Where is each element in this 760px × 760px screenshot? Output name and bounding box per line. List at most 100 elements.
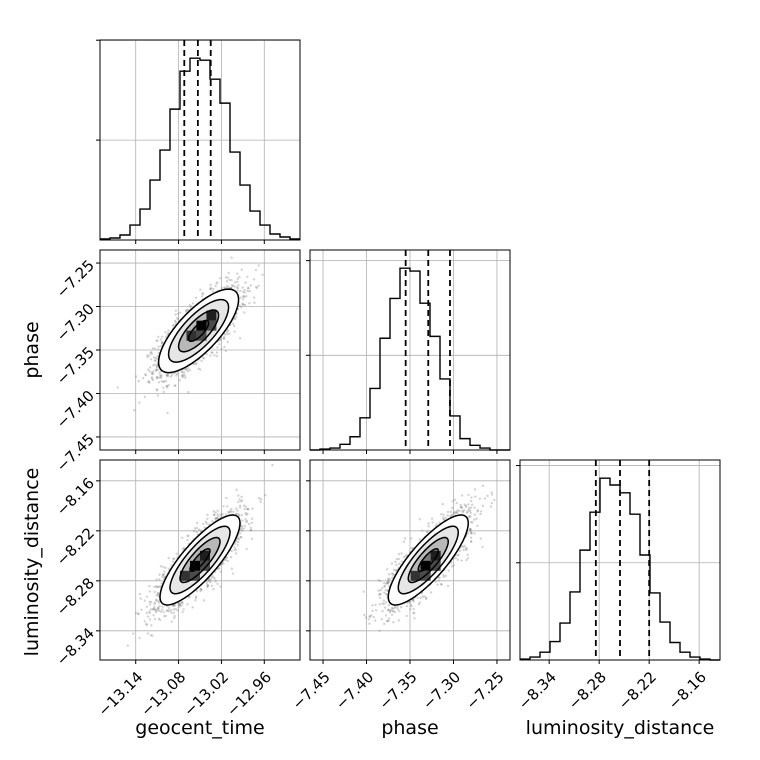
scatter-point — [159, 610, 163, 613]
scatter-point — [195, 361, 198, 365]
scatter-point — [206, 585, 209, 589]
scatter-point — [174, 313, 177, 316]
scatter-point — [237, 538, 241, 541]
scatter-point — [253, 301, 256, 304]
scatter-point — [158, 573, 161, 576]
scatter-point — [154, 608, 157, 611]
scatter-point — [387, 617, 391, 620]
scatter-point — [211, 290, 215, 293]
scatter-point — [257, 284, 260, 288]
scatter-point — [222, 337, 225, 340]
scatter-point — [161, 574, 165, 577]
scatter-point — [238, 304, 241, 307]
scatter-point — [224, 558, 227, 562]
scatter-point — [200, 359, 203, 363]
scatter-point — [151, 347, 155, 350]
scatter-point — [145, 605, 149, 609]
scatter-point — [238, 275, 241, 279]
scatter-point — [167, 374, 170, 378]
scatter-point — [155, 578, 158, 581]
scatter-point — [147, 379, 151, 383]
scatter-point — [159, 374, 162, 377]
scatter-point — [225, 513, 228, 516]
scatter-point — [232, 324, 236, 328]
scatter-point — [157, 592, 160, 595]
scatter-point — [181, 370, 184, 374]
scatter-point — [145, 611, 149, 615]
scatter-point — [238, 506, 242, 509]
scatter-point — [219, 339, 222, 342]
scatter-point — [226, 276, 229, 280]
scatter-point — [205, 522, 208, 525]
scatter-point — [241, 295, 245, 298]
scatter-point — [134, 375, 138, 378]
scatter-point — [212, 587, 215, 591]
scatter-point — [155, 365, 159, 369]
scatter-point — [213, 354, 216, 357]
density-peak-cell — [206, 320, 217, 331]
scatter-point — [208, 287, 212, 290]
scatter-point — [172, 557, 175, 561]
scatter-point — [152, 608, 155, 611]
scatter-point — [214, 517, 217, 521]
scatter-point — [188, 595, 191, 598]
scatter-point — [239, 296, 242, 299]
scatter-point — [380, 617, 384, 621]
scatter-point — [143, 620, 146, 623]
scatter-point — [156, 593, 160, 597]
scatter-point — [461, 509, 464, 513]
scatter-point — [147, 368, 150, 371]
scatter-point — [239, 500, 243, 503]
scatter-point — [181, 375, 185, 379]
scatter-point — [150, 352, 153, 356]
scatter-point — [160, 374, 163, 377]
scatter-point — [161, 342, 164, 345]
scatter-point — [212, 576, 215, 579]
scatter-point — [223, 345, 226, 349]
scatter-point — [246, 507, 250, 511]
scatter-point — [244, 518, 247, 521]
scatter-point — [196, 521, 199, 525]
scatter-point — [161, 608, 164, 611]
scatter-point — [212, 513, 216, 517]
scatter-point — [171, 560, 175, 563]
scatter-point — [241, 529, 244, 532]
scatter-point — [233, 281, 237, 284]
histogram-step-luminosity-distance — [520, 477, 720, 661]
scatter-point — [174, 607, 177, 611]
scatter-point — [467, 503, 470, 506]
scatter-point — [155, 598, 158, 602]
scatter-point — [167, 329, 170, 332]
scatter-point — [231, 284, 235, 288]
scatter-point — [230, 278, 233, 282]
scatter-point — [400, 605, 403, 609]
scatter-point — [385, 619, 389, 623]
scatter-point — [464, 546, 467, 550]
scatter-point — [216, 346, 219, 349]
scatter-point — [228, 332, 231, 335]
scatter-point — [215, 351, 219, 354]
scatter-point — [233, 545, 236, 549]
scatter-point — [154, 608, 157, 611]
scatter-point — [157, 607, 160, 611]
panel-content — [310, 460, 510, 660]
scatter-point — [193, 362, 196, 366]
panel-frame — [519, 459, 721, 661]
scatter-point — [249, 284, 253, 287]
scatter-point — [166, 411, 169, 415]
scatter-point — [224, 349, 228, 353]
scatter-point — [165, 374, 169, 378]
scatter-point — [460, 494, 464, 497]
histogram-step-phase — [310, 267, 510, 451]
scatter-point — [250, 517, 254, 520]
scatter-point — [223, 333, 227, 336]
scatter-point — [230, 507, 233, 511]
scatter-point — [166, 333, 169, 337]
scatter-point — [157, 617, 161, 621]
scatter-point — [230, 567, 234, 570]
scatter-point — [174, 320, 177, 324]
scatter-point — [228, 278, 231, 281]
scatter-point — [167, 556, 170, 560]
scatter-point — [214, 516, 218, 520]
scatter-point — [173, 616, 176, 620]
